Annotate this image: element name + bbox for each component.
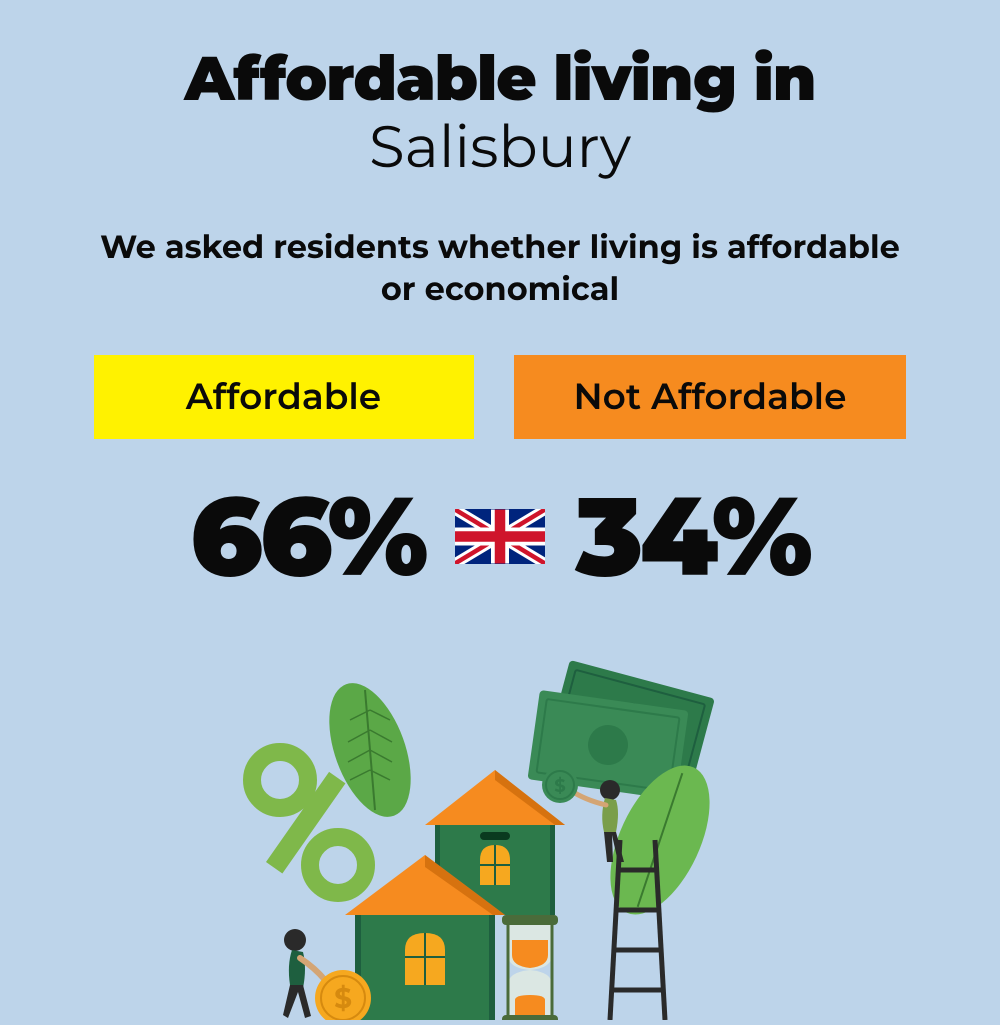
svg-text:$: $ <box>554 775 565 797</box>
not-affordable-percentage: 34% <box>575 469 809 603</box>
not-affordable-label: Not Affordable <box>514 355 907 439</box>
uk-flag-icon <box>455 509 545 564</box>
title-line2: Salisbury <box>0 111 1000 182</box>
affordable-percentage: 66% <box>190 469 425 603</box>
subtitle: We asked residents whether living is aff… <box>0 227 1000 310</box>
svg-text:$: $ <box>334 982 352 1016</box>
labels-row: Affordable Not Affordable <box>0 355 1000 439</box>
percentages-row: 66% 34% <box>0 469 1000 603</box>
affordable-label: Affordable <box>94 355 474 439</box>
house-savings-illustration: $ $ <box>200 640 800 1020</box>
title-line1: Affordable living in <box>0 40 1000 116</box>
